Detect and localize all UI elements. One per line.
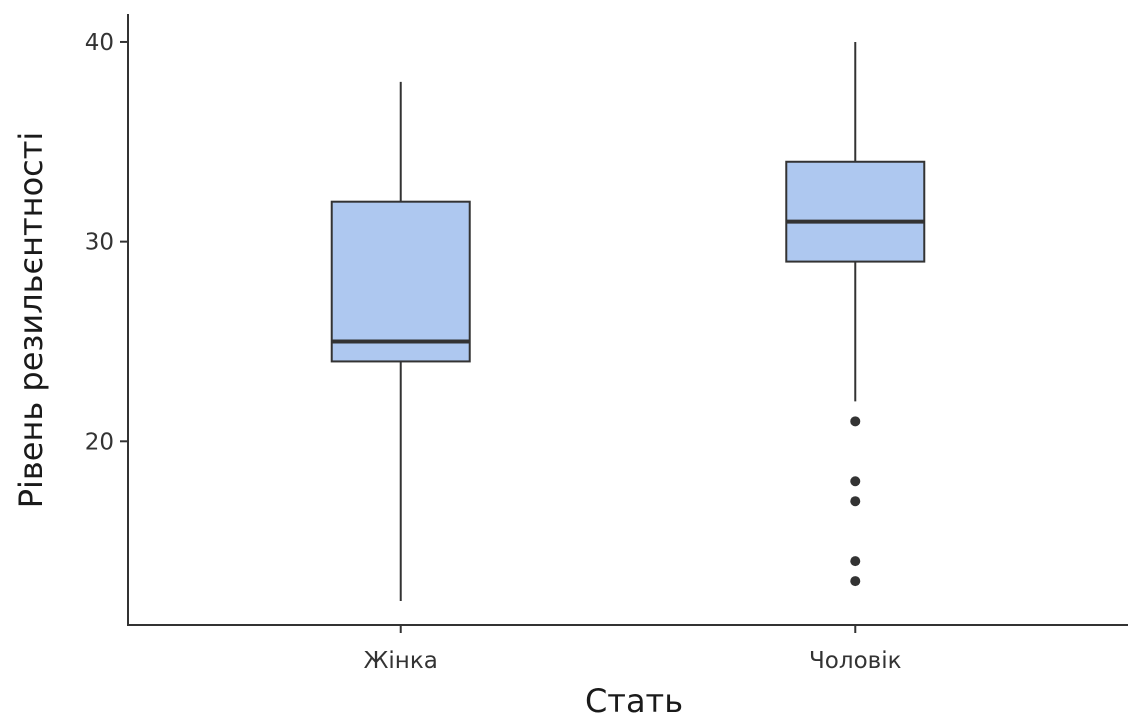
x-tick-label: Чоловік xyxy=(809,648,902,674)
outlier-point xyxy=(850,556,861,567)
x-tick-label: Жінка xyxy=(364,648,438,674)
iqr-box xyxy=(785,160,926,263)
y-tick-label: 40 xyxy=(85,30,114,56)
x-ticks: Жінка Чоловік xyxy=(364,625,902,674)
outlier-point xyxy=(850,576,861,587)
plot-marks xyxy=(330,41,926,602)
x-axis-title: Стать xyxy=(585,682,683,720)
outlier-point xyxy=(850,476,861,487)
outlier-point xyxy=(850,416,861,427)
box-group xyxy=(330,81,471,602)
outlier-point xyxy=(850,496,861,507)
y-tick-label: 30 xyxy=(85,230,114,256)
y-tick-label: 20 xyxy=(85,429,114,455)
box-group xyxy=(785,41,926,587)
iqr-box xyxy=(330,200,471,363)
y-ticks: 20 30 40 xyxy=(85,30,128,455)
y-axis-title: Рівень резильєнтності xyxy=(12,132,50,509)
